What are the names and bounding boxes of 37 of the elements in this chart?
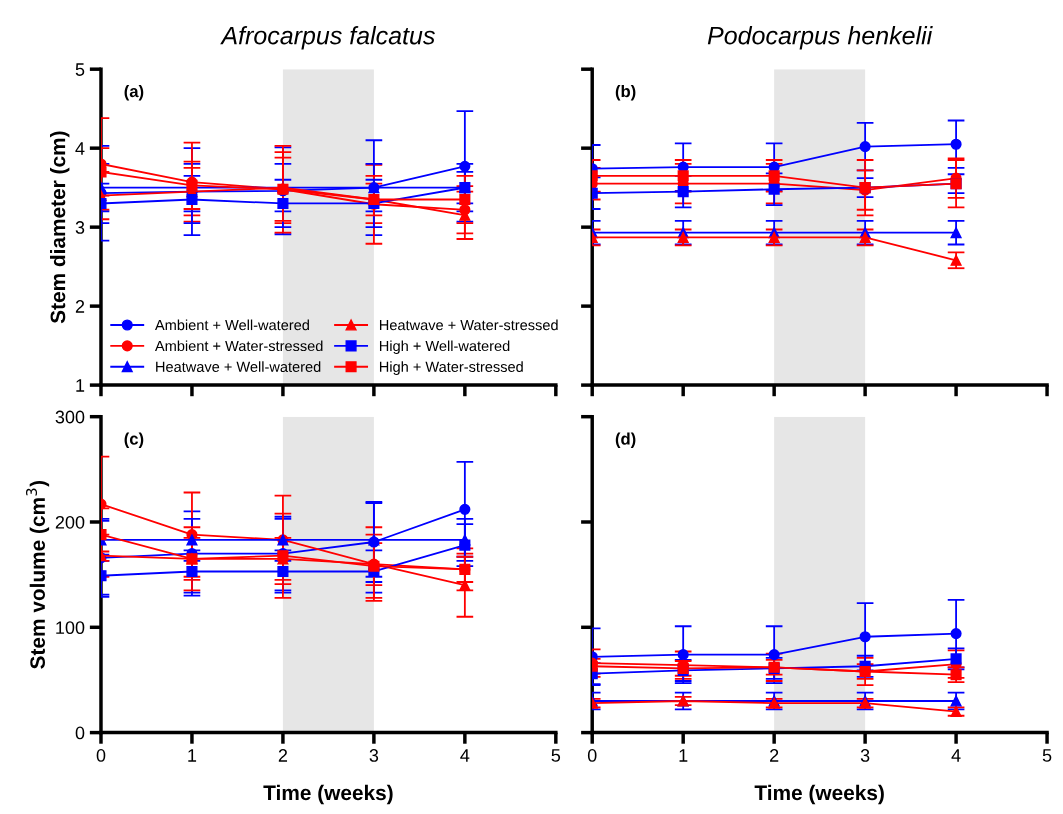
y-tick-label: 5 xyxy=(75,63,85,76)
y-tick-label: 3 xyxy=(75,221,85,234)
x-axis-title: Time (weeks) xyxy=(263,784,393,805)
y-axis-title: Stem diameter (cm) xyxy=(50,131,70,324)
x-tick-label: 0 xyxy=(96,749,106,762)
legend-label: Ambient + Water-stressed xyxy=(154,340,323,352)
chart-title: Podocarpus henkelii xyxy=(707,26,933,50)
x-tick-label: 5 xyxy=(1042,749,1052,762)
x-tick-label: 4 xyxy=(951,749,961,762)
y-tick-label: 200 xyxy=(55,515,85,529)
annotation: (c) xyxy=(124,432,144,449)
legend-label: High + Water-stressed xyxy=(379,361,523,375)
legend-label: Heatwave + Well-watered xyxy=(156,361,321,373)
chart-title: Afrocarpus falcatus xyxy=(220,26,435,50)
legend-label: Ambient + Well-watered xyxy=(154,319,309,331)
x-tick-label: 1 xyxy=(679,749,688,762)
y-tick-label: 1 xyxy=(76,379,85,392)
y-tick-label: 2 xyxy=(75,300,85,313)
x-tick-label: 3 xyxy=(860,749,870,762)
x-tick-label: 5 xyxy=(551,749,561,762)
annotation: (a) xyxy=(124,84,144,101)
x-tick-label: 1 xyxy=(188,749,197,762)
y-axis-title: Stem volume (cm$^{3}$) xyxy=(26,480,50,669)
x-tick-label: 2 xyxy=(278,749,288,762)
y-tick-label: 0 xyxy=(75,726,85,740)
y-tick-label: 300 xyxy=(55,410,85,424)
annotation: (b) xyxy=(615,84,636,101)
y-tick-label: 100 xyxy=(56,621,85,635)
legend-label: High + Well-watered xyxy=(379,340,510,355)
x-tick-label: 0 xyxy=(587,749,597,762)
legend-label: Heatwave + Water-stressed xyxy=(379,319,558,331)
y-tick-label: 4 xyxy=(75,142,85,155)
annotation: (d) xyxy=(615,432,636,449)
x-tick-label: 4 xyxy=(460,749,470,762)
x-axis-title: Time (weeks) xyxy=(754,784,884,805)
x-tick-label: 2 xyxy=(770,749,779,762)
x-tick-label: 3 xyxy=(369,749,379,762)
